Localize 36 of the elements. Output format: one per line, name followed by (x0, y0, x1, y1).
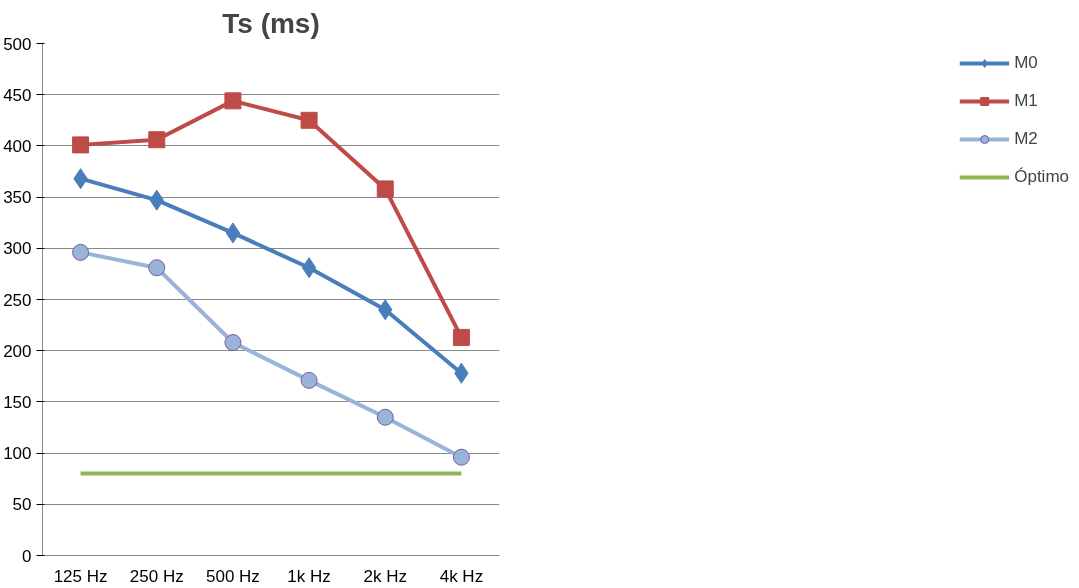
y-tick-label: 200 (3, 341, 32, 361)
x-tick-label: 4k Hz (439, 566, 484, 586)
x-tick-label: 250 Hz (129, 566, 184, 586)
point (452, 328, 470, 346)
y-tick-label: 250 (3, 290, 32, 310)
point (301, 257, 317, 279)
legend-label: M1 (1014, 91, 1038, 111)
y-tick-label: 400 (3, 136, 32, 156)
x-tick-label: 125 Hz (53, 566, 108, 586)
legend-label: Óptimo (1014, 167, 1069, 187)
y-tick-label: 450 (3, 85, 32, 105)
point (224, 334, 242, 351)
x-tick-label: 500 Hz (205, 566, 260, 586)
chart-title: Ts (ms) (222, 7, 320, 39)
y-tick-label: 0 (22, 546, 32, 566)
point (452, 448, 470, 466)
point (148, 259, 166, 277)
y-tick-label: 500 (3, 34, 32, 54)
point (376, 408, 394, 426)
x-tick-label: 1k Hz (287, 566, 331, 586)
y-tick-label: 150 (3, 392, 32, 412)
point (225, 222, 241, 244)
point (300, 371, 318, 389)
point (224, 92, 242, 110)
x-tick-label: 2k Hz (363, 566, 407, 586)
y-tick-label: 50 (12, 495, 32, 515)
point (300, 111, 318, 129)
legend-label: M2 (1014, 129, 1038, 149)
y-tick-label: 100 (3, 444, 32, 464)
point (72, 136, 90, 154)
point (72, 243, 90, 261)
point (376, 180, 394, 198)
legend-label: M0 (1014, 53, 1038, 73)
y-tick-label: 300 (3, 239, 32, 259)
point (148, 131, 166, 149)
y-tick-label: 350 (3, 188, 32, 208)
